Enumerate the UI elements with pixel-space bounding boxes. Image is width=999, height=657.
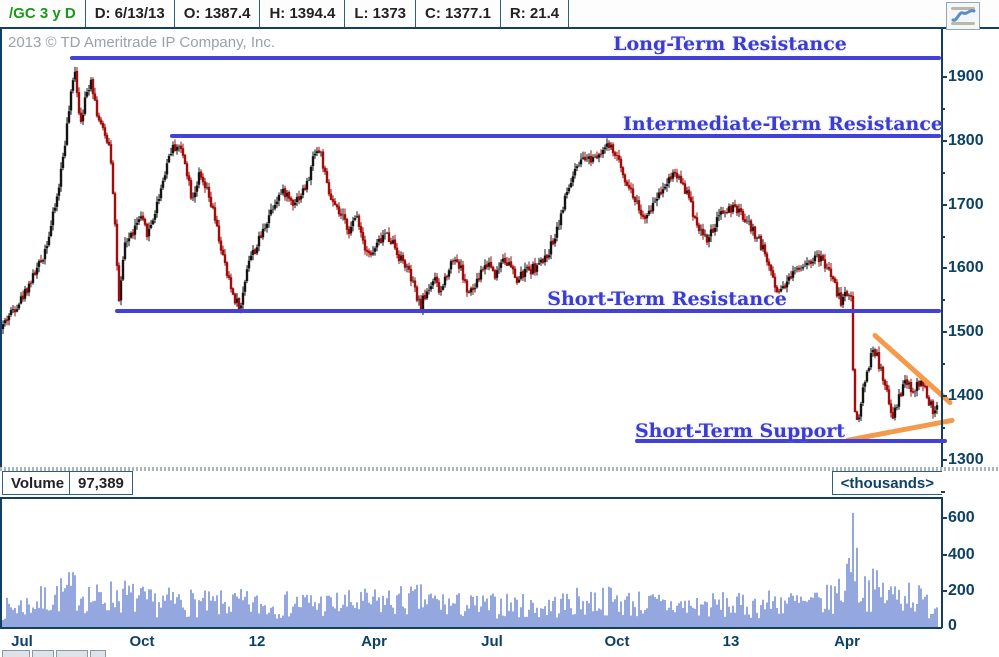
volume-axis-label: 400 — [948, 545, 975, 563]
x-axis-label-12[interactable]: 12 — [248, 633, 266, 650]
volume-axis-line[interactable] — [941, 497, 943, 628]
chart-style-button[interactable] — [946, 2, 980, 30]
price-axis-tick — [941, 458, 947, 461]
price-axis-label: 1500 — [948, 323, 984, 341]
bottom-toolbar-remnant-cell[interactable] — [32, 650, 54, 657]
candlestick-bodies-up[interactable] — [1, 71, 939, 420]
quote-date: D: 6/13/13 — [86, 0, 175, 27]
bottom-toolbar-remnant-cell[interactable] — [90, 650, 106, 657]
volume-study-label[interactable]: Volume — [2, 471, 74, 495]
volume-panel-header: Volume 97,389 <thousands> — [0, 471, 942, 499]
bottom-toolbar-remnant-cell[interactable] — [56, 650, 88, 657]
price-axis-label: 1700 — [948, 195, 984, 213]
price-axis-tick — [941, 395, 947, 398]
volume-baseline — [0, 627, 942, 629]
volume-axis-label: 0 — [948, 617, 957, 634]
bottom-toolbar-remnant-cell[interactable] — [2, 650, 30, 657]
price-axis-label: 1400 — [948, 387, 984, 405]
price-axis-tick — [941, 203, 947, 206]
price-axis-line[interactable] — [941, 29, 943, 467]
intermediate-term-resistance-line[interactable] — [170, 133, 941, 138]
price-axis-label: 1600 — [948, 259, 984, 277]
ascending-trendline[interactable] — [845, 417, 955, 443]
x-axis-label-apr[interactable]: Apr — [361, 633, 387, 650]
price-axis-label: 1800 — [948, 131, 984, 149]
long-term-resistance-line[interactable] — [70, 55, 941, 60]
short-term-support-line[interactable] — [635, 439, 947, 444]
price-axis-tick — [941, 331, 947, 334]
price-axis-tick — [941, 139, 947, 142]
price-axis-tick — [941, 267, 947, 270]
price-axis-minor-tick — [941, 235, 945, 238]
price-axis-tick — [941, 76, 947, 78]
quote-header: /GC 3 y D D: 6/13/13 O: 1387.4 H: 1394.4… — [0, 0, 999, 29]
price-axis-label: 1900 — [948, 68, 984, 85]
price-axis-minor-tick — [941, 299, 945, 302]
panel-splitter[interactable] — [0, 467, 999, 471]
quote-close: C: 1377.1 — [416, 0, 501, 27]
quote-range: R: 21.4 — [501, 0, 570, 27]
volume-units-label: <thousands> — [831, 471, 942, 495]
price-axis-minor-tick — [941, 171, 945, 174]
x-axis-label-oct[interactable]: Oct — [604, 633, 630, 650]
short-term-support-label: Short-Term Support — [634, 420, 846, 442]
chart-left-border — [0, 29, 2, 628]
short-term-resistance-label: Short-Term Resistance — [547, 288, 787, 310]
symbol-timeframe[interactable]: /GC 3 y D — [0, 0, 86, 27]
x-axis-label-jul[interactable]: Jul — [11, 633, 33, 650]
price-axis-minor-tick — [941, 427, 945, 430]
x-axis-label-oct[interactable]: Oct — [129, 633, 155, 650]
price-axis-minor-tick — [941, 363, 945, 366]
chart-style-icon — [951, 7, 976, 25]
x-axis-label-jul[interactable]: Jul — [481, 633, 503, 650]
intermediate-term-resistance-label: Intermediate-Term Resistance — [622, 113, 944, 135]
descending-trendline[interactable] — [872, 333, 953, 406]
volume-bars[interactable] — [2, 512, 938, 627]
volume-axis-tick — [941, 553, 947, 556]
x-axis-label-13[interactable]: 13 — [722, 633, 740, 650]
x-axis-label-apr[interactable]: Apr — [834, 633, 860, 650]
volume-axis-label: 200 — [948, 582, 975, 600]
price-axis-label: 1300 — [948, 450, 984, 468]
candlestick-bodies-down[interactable] — [5, 70, 935, 420]
price-axis-minor-tick — [941, 490, 945, 493]
quote-high: H: 1394.4 — [260, 0, 346, 27]
quote-low: L: 1373 — [345, 0, 417, 27]
volume-axis-tick — [941, 590, 947, 593]
short-term-resistance-line[interactable] — [115, 309, 941, 314]
volume-value: 97,389 — [69, 471, 133, 495]
long-term-resistance-label: Long-Term Resistance — [613, 33, 847, 55]
volume-axis-tick — [941, 516, 947, 519]
quote-open: O: 1387.4 — [175, 0, 261, 27]
volume-axis-label: 600 — [948, 508, 975, 526]
price-axis-minor-tick — [941, 107, 945, 110]
copyright-watermark: 2013 © TD Ameritrade IP Company, Inc. — [8, 34, 276, 51]
